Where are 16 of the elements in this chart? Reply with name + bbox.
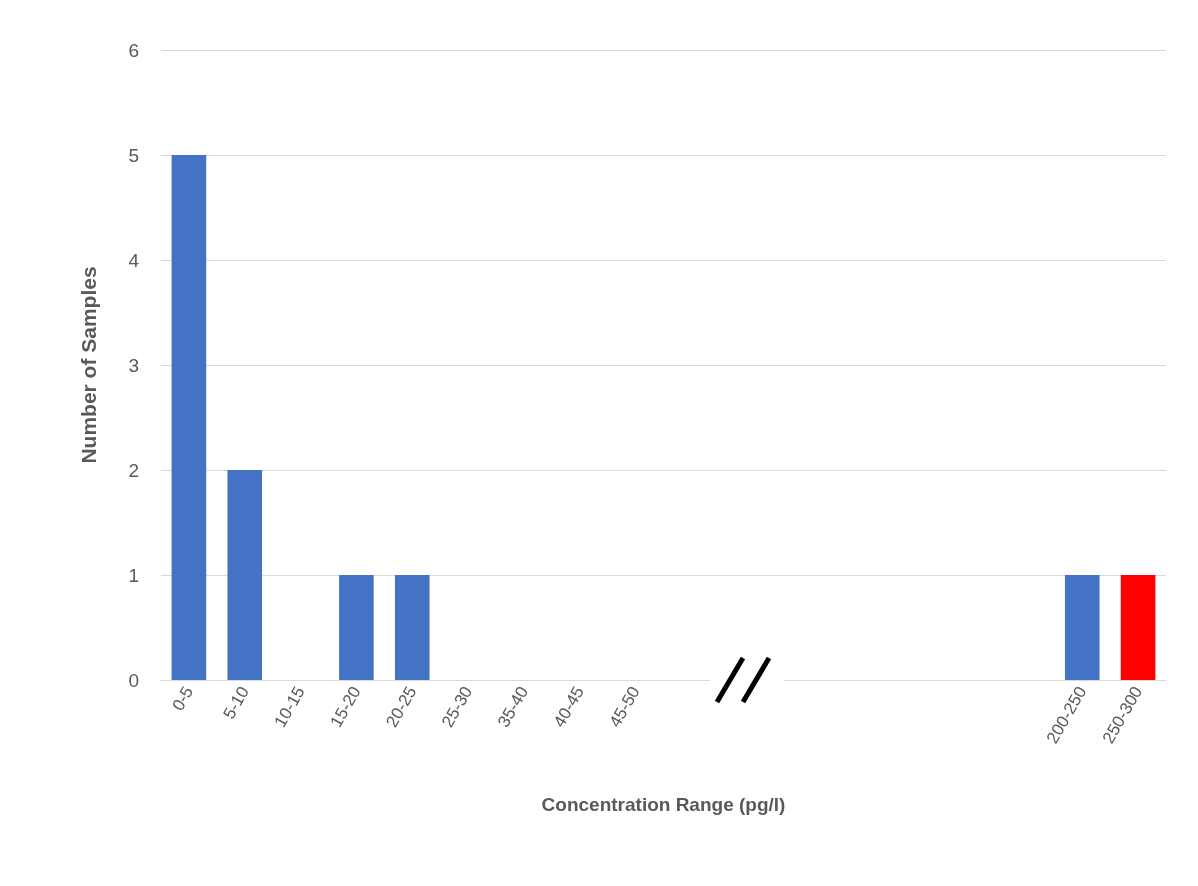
bar: [339, 575, 374, 680]
y-tick-label: 6: [128, 39, 139, 61]
y-tick-label: 5: [128, 144, 139, 166]
y-tick-label: 3: [128, 354, 139, 376]
y-tick-label: 2: [128, 459, 139, 481]
bar: [394, 575, 430, 680]
bar: [171, 155, 207, 680]
y-tick-label: 0: [128, 669, 139, 691]
y-axis-title: Number of Samples: [77, 266, 100, 464]
bar: [1120, 575, 1156, 680]
y-tick-label: 4: [128, 249, 140, 271]
bar: [1064, 575, 1100, 680]
y-tick-label: 1: [128, 564, 139, 586]
bar: [227, 470, 263, 680]
x-axis-title: Concentration Range (pg/l): [541, 794, 786, 815]
x-tick-label: 0-5: [168, 683, 198, 715]
